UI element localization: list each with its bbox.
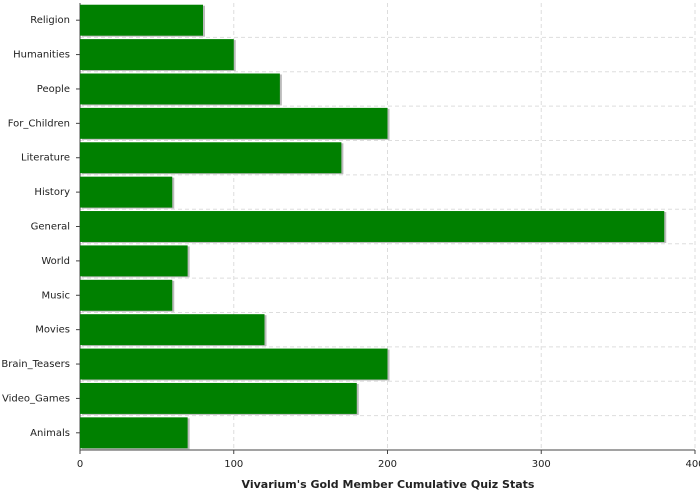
y-tick-label: Animals [30,428,70,439]
y-tick-label: Literature [21,153,70,164]
bar [80,73,280,105]
bar [80,4,203,36]
y-tick-label: History [34,187,70,198]
bar [80,107,388,139]
bar [80,176,173,208]
bar [80,314,265,346]
y-tick-label: People [37,84,70,95]
x-tick-label: 0 [77,459,83,470]
bar [80,279,173,311]
bar [80,245,188,277]
bar [80,382,357,414]
x-tick-label: 200 [378,459,397,470]
y-tick-label: Music [42,290,70,301]
y-tick-label: Brain_Teasers [1,359,70,370]
bar [80,39,234,71]
bar [80,142,342,174]
bar [80,348,388,380]
y-tick-label: World [41,256,70,267]
x-tick-label: 100 [224,459,243,470]
x-axis-title: Vivarium's Gold Member Cumulative Quiz S… [242,478,535,491]
y-tick-label: Movies [35,325,70,336]
x-tick-label: 300 [532,459,551,470]
bar [80,417,188,449]
y-tick-label: Video_Games [2,393,70,404]
y-tick-label: Humanities [13,50,70,61]
x-tick-label: 400 [685,459,700,470]
y-tick-label: Religion [30,15,70,26]
bar [80,211,665,242]
y-tick-label: For_Children [8,118,70,129]
y-tick-label: General [31,222,70,233]
